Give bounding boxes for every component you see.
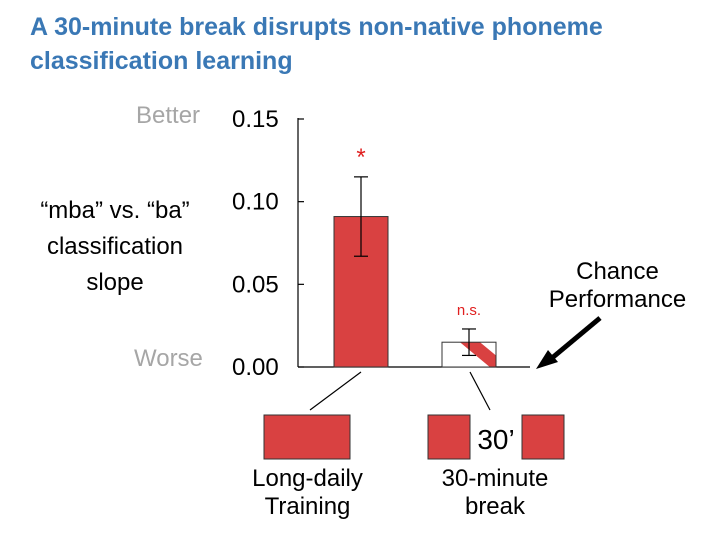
significance-label: *: [356, 144, 365, 171]
worse-label: Worse: [134, 345, 203, 372]
schedule-block-long-daily: [263, 414, 351, 460]
chart-title: A 30-minute break disrupts non-native ph…: [30, 13, 603, 75]
y-tick-label: 0.05: [232, 271, 279, 298]
y-tick-label: 0.00: [232, 354, 279, 381]
chance-arrow-shaft: [550, 316, 602, 360]
schedule-gap-label: 30’: [477, 424, 514, 455]
y-ticks: 0.15 0.10 0.05 0.00: [232, 106, 304, 381]
y-tick-label: 0.15: [232, 106, 279, 133]
chance-performance-label: Chance Performance: [548, 258, 687, 313]
bars: * n.s.: [333, 144, 497, 368]
y-axis: [297, 118, 530, 368]
condition-label-30-minute-break: 30-minute break: [441, 465, 549, 520]
connector-line-break: [469, 371, 491, 411]
training-schedule-diagrams: 30’: [263, 371, 565, 460]
schedule-block-second-half: [521, 414, 565, 460]
y-axis-label: “mba” vs. “ba” classification slope: [40, 197, 190, 296]
chance-arrow: [536, 316, 602, 369]
better-label: Better: [136, 102, 201, 129]
significance-label: n.s.: [457, 302, 481, 319]
chance-arrow-head: [536, 350, 558, 369]
connector-line-training: [309, 371, 362, 411]
condition-label-long-daily: Long-daily Training: [252, 465, 363, 520]
y-tick-label: 0.10: [232, 189, 279, 216]
schedule-block-first-half: [427, 414, 471, 460]
